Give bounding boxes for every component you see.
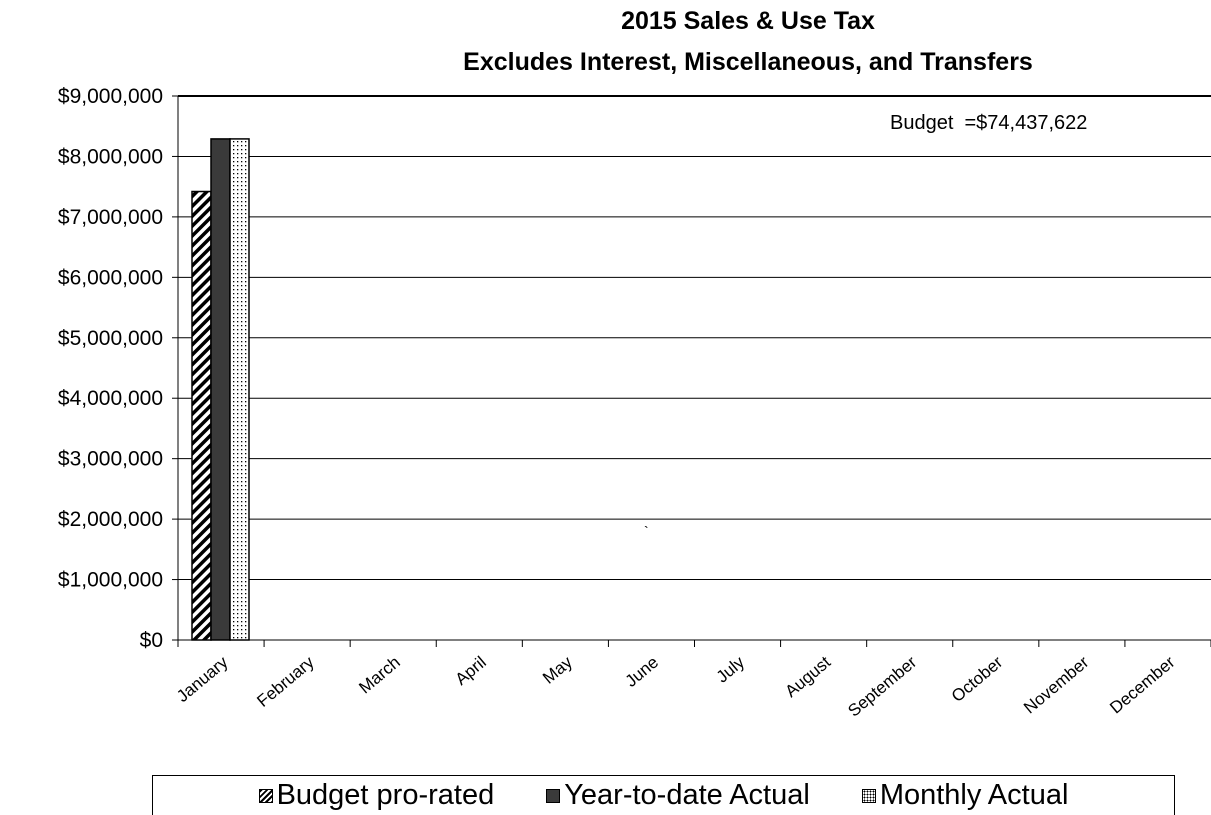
x-tick-label: February <box>253 652 318 711</box>
y-tick-label: $1,000,000 <box>58 569 163 592</box>
y-tick-label: $0 <box>140 629 163 652</box>
x-tick-label: May <box>539 652 576 688</box>
y-tick-label: $2,000,000 <box>58 508 163 531</box>
dotted-swatch-icon <box>861 788 876 803</box>
legend: Budget pro-rated Year-to-date Actual Mon… <box>152 775 1175 815</box>
legend-item-ytd: Year-to-date Actual <box>546 779 810 812</box>
x-tick-label: November <box>1020 652 1093 717</box>
x-tick-label: September <box>844 652 920 720</box>
x-tick-label: June <box>622 653 662 691</box>
budget-annotation: Budget =$74,437,622 <box>890 112 1087 134</box>
legend-label-ytd: Year-to-date Actual <box>564 779 810 811</box>
gridlines <box>178 95 1211 641</box>
x-tick-label: January <box>173 652 232 706</box>
legend-item-monthly: Monthly Actual <box>861 779 1069 812</box>
bar <box>229 138 250 641</box>
y-tick-label: $6,000,000 <box>58 266 163 289</box>
x-tick-label: December <box>1106 652 1179 717</box>
y-tick-label: $3,000,000 <box>58 448 163 471</box>
legend-label-budget: Budget pro-rated <box>276 779 495 811</box>
x-tick-label: April <box>452 653 490 689</box>
y-tick-label: $8,000,000 <box>58 145 163 168</box>
x-tick-label: July <box>713 652 749 686</box>
x-tick-label: August <box>781 652 834 701</box>
y-tick-label: $7,000,000 <box>58 206 163 229</box>
y-tick-label: $9,000,000 <box>58 85 163 108</box>
y-tick-label: $4,000,000 <box>58 387 163 410</box>
hatch-swatch-icon <box>258 788 273 803</box>
chart-title-line-1: 2015 Sales & Use Tax <box>621 7 875 35</box>
bar <box>210 138 231 641</box>
x-tick-label: March <box>355 653 403 698</box>
x-axis-ticks: January February March April May June July Augu… <box>173 640 1211 721</box>
bars <box>191 138 250 641</box>
y-axis-ticks: $0 $1,000,000 $2,000,000 $3,000,000 $4,000,0… <box>58 85 179 652</box>
solid-swatch-icon <box>546 788 561 803</box>
x-tick-label: October <box>948 652 1007 706</box>
legend-item-budget: Budget pro-rated <box>258 779 495 812</box>
bar <box>191 190 212 641</box>
legend-label-monthly: Monthly Actual <box>879 779 1069 811</box>
y-tick-label: $5,000,000 <box>58 327 163 350</box>
chart-title-line-2: Excludes Interest, Miscellaneous, and Tr… <box>463 48 1033 76</box>
stray-mark: ` <box>644 523 649 539</box>
chart: 2015 Sales & Use Tax Excludes Interest, … <box>58 7 1211 721</box>
